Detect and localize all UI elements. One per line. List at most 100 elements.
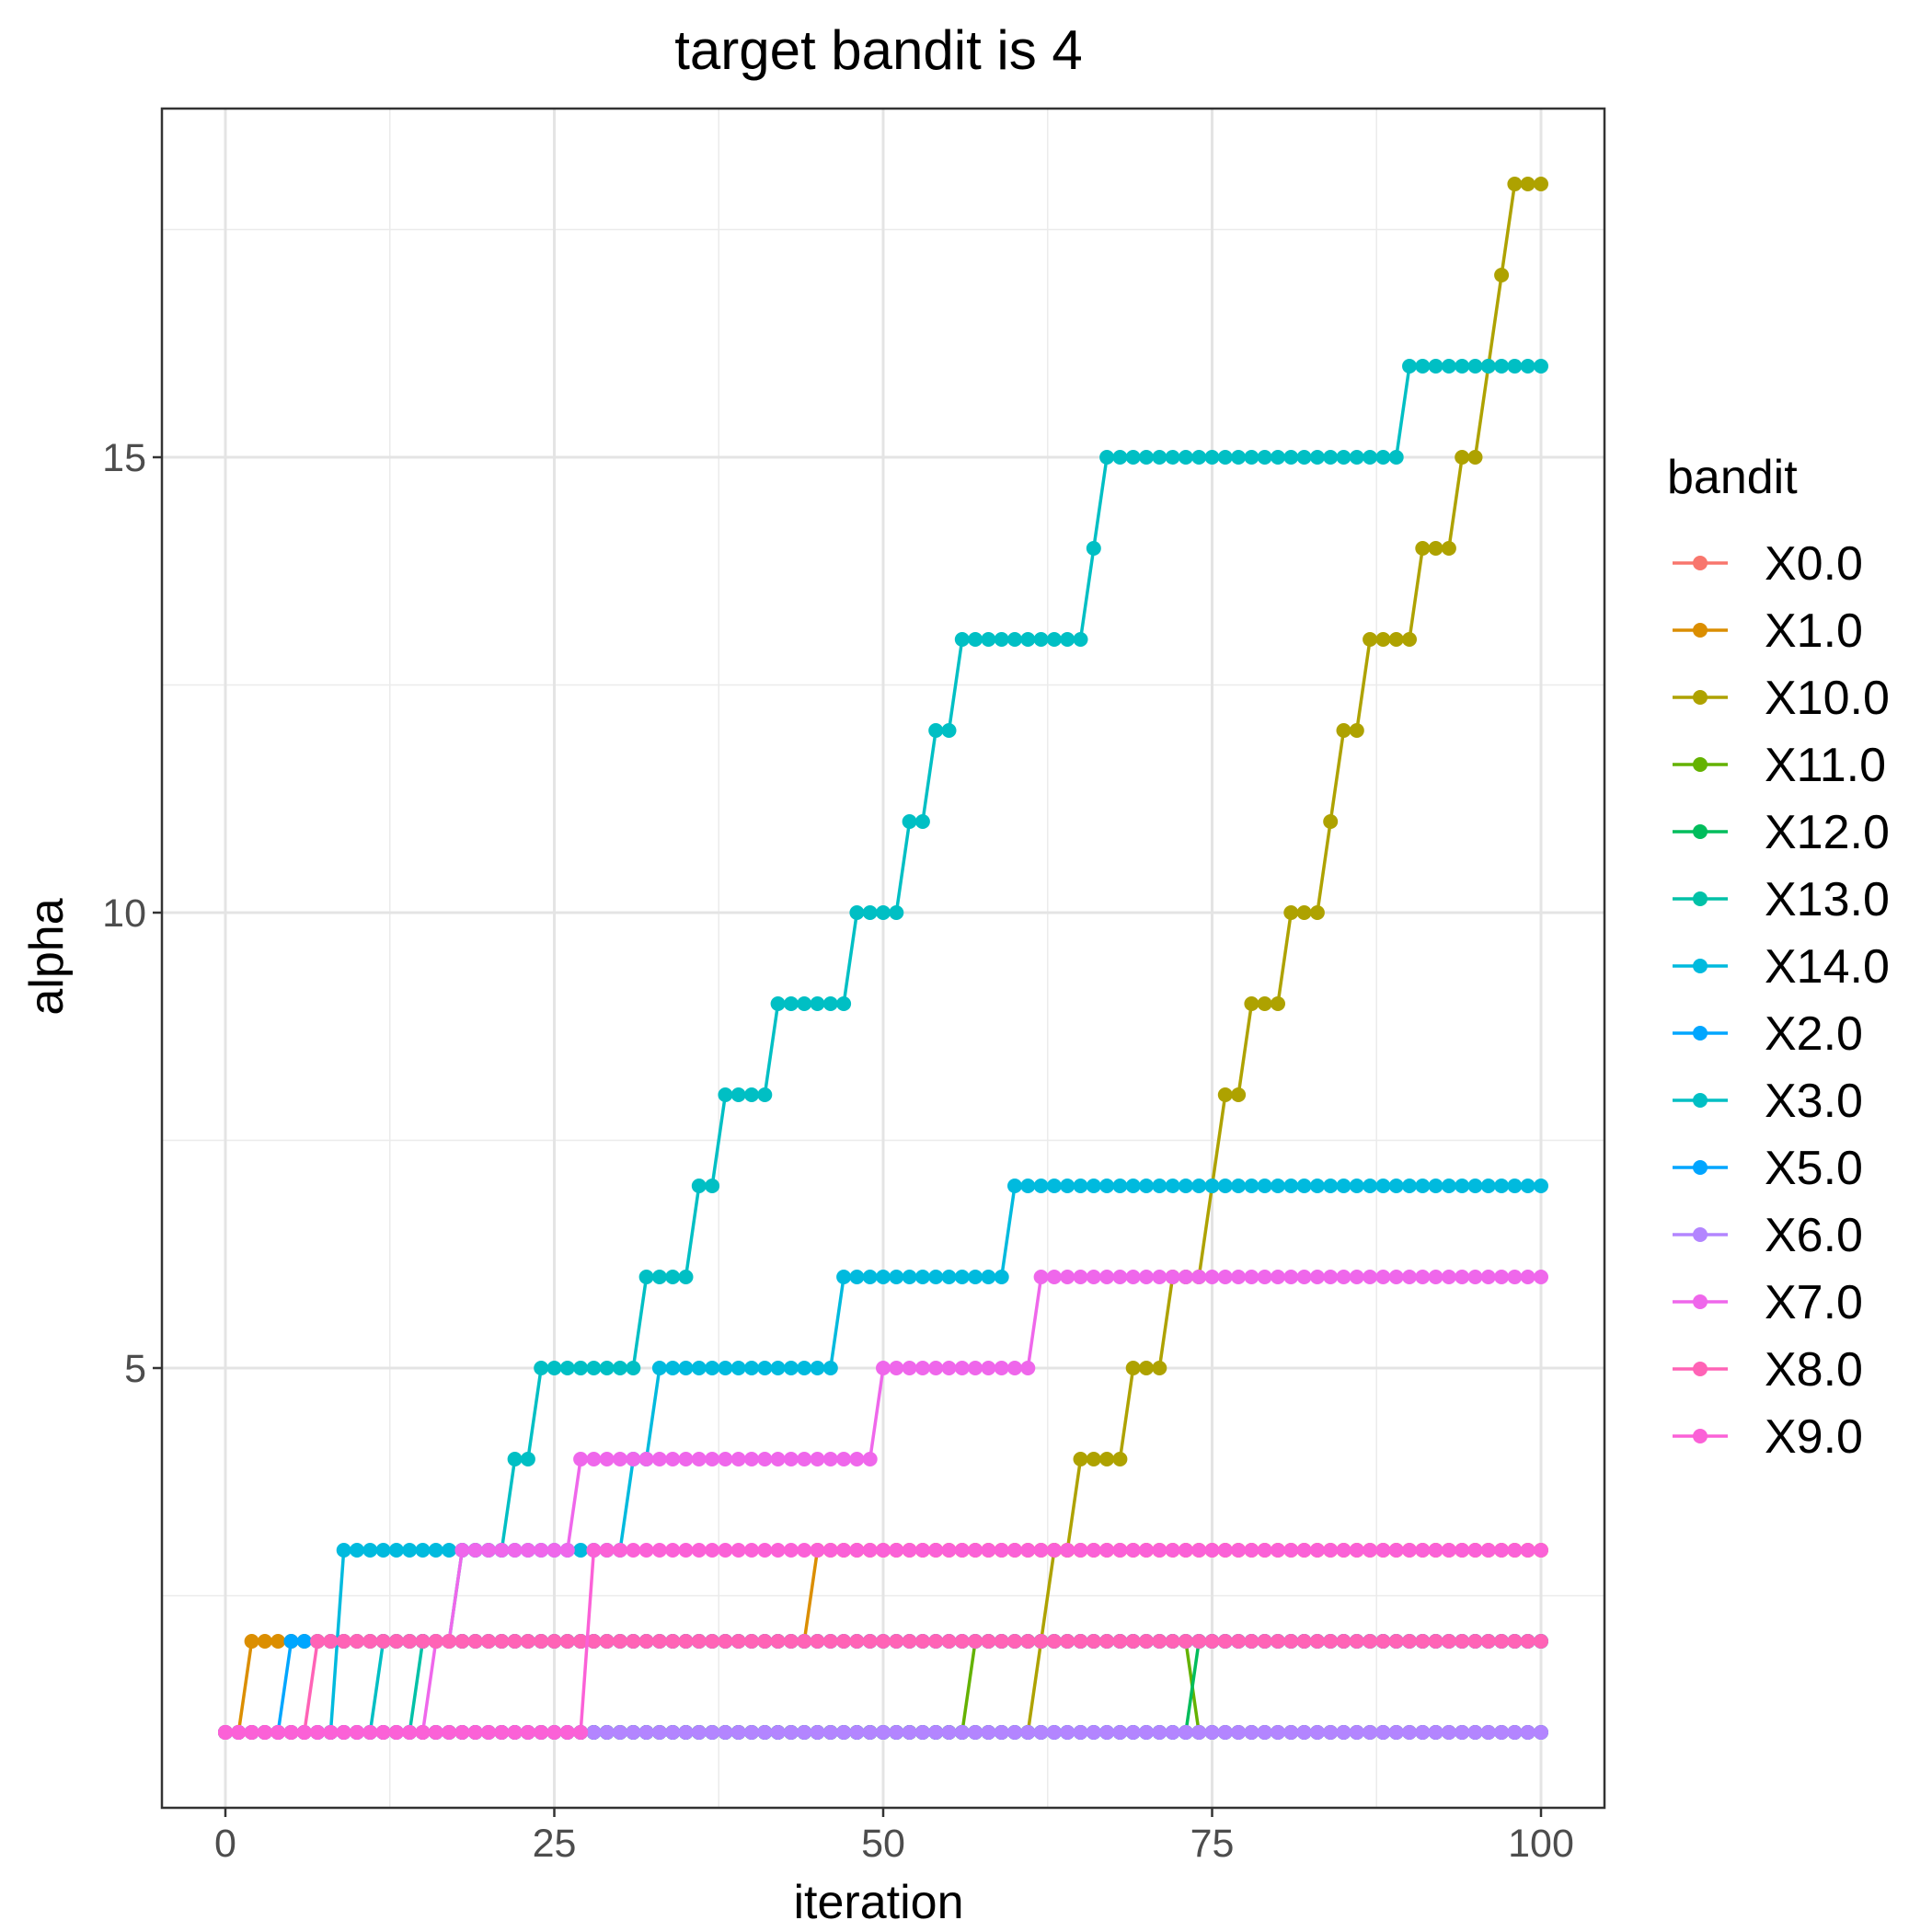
data-point <box>1363 450 1378 465</box>
data-point <box>1086 1634 1101 1649</box>
data-point <box>849 1452 865 1466</box>
data-point <box>691 1452 707 1466</box>
data-point <box>415 1634 431 1649</box>
data-point <box>1323 1543 1339 1558</box>
data-point <box>678 1361 694 1375</box>
data-point <box>626 1634 641 1649</box>
data-point <box>1231 1087 1247 1102</box>
data-point <box>1165 1634 1180 1649</box>
data-point <box>362 1634 378 1649</box>
series-X9.0 <box>218 1543 1548 1740</box>
data-point <box>481 1634 496 1649</box>
data-point <box>822 1452 838 1466</box>
data-point <box>1336 1543 1351 1558</box>
data-point <box>599 1634 615 1649</box>
data-point <box>1283 905 1299 920</box>
data-point <box>1388 1179 1404 1193</box>
data-point <box>323 1725 339 1740</box>
data-point <box>1231 1634 1247 1649</box>
data-point <box>1507 1270 1523 1284</box>
data-point <box>1152 450 1167 465</box>
data-point <box>928 1634 944 1649</box>
data-point <box>1152 1543 1167 1558</box>
data-point <box>665 1634 681 1649</box>
legend-item: X12.0 <box>1673 806 1890 859</box>
data-point <box>849 905 865 920</box>
data-point <box>783 1543 799 1558</box>
data-point <box>705 1634 720 1649</box>
data-point <box>1060 1543 1075 1558</box>
data-point <box>1244 1543 1259 1558</box>
data-point <box>375 1634 391 1649</box>
data-point <box>705 1725 720 1740</box>
data-point <box>757 1543 773 1558</box>
data-point <box>902 1634 917 1649</box>
data-point <box>1388 1725 1404 1740</box>
data-point <box>1309 1634 1325 1649</box>
data-point <box>1231 1543 1247 1558</box>
data-point <box>1309 1725 1325 1740</box>
legend-item: X2.0 <box>1673 1007 1863 1061</box>
data-point <box>1139 450 1154 465</box>
data-point <box>941 1634 957 1649</box>
y-tick-label: 5 <box>124 1347 146 1391</box>
data-point <box>626 1543 641 1558</box>
legend-label: X11.0 <box>1765 739 1886 792</box>
data-point <box>981 632 996 647</box>
data-point <box>1112 1452 1128 1466</box>
data-point <box>1494 1179 1510 1193</box>
data-point <box>1271 1270 1285 1284</box>
data-point <box>1060 1634 1075 1649</box>
data-point <box>1349 1543 1364 1558</box>
data-point <box>1494 359 1510 374</box>
data-point <box>1520 177 1535 191</box>
data-point <box>1507 177 1523 191</box>
data-point <box>1402 359 1417 374</box>
legend-label: X2.0 <box>1765 1007 1863 1061</box>
data-point <box>1428 1634 1443 1649</box>
data-point <box>1388 1634 1404 1649</box>
data-point <box>810 1452 825 1466</box>
data-point <box>1112 1543 1128 1558</box>
data-point <box>928 723 944 738</box>
data-point <box>1283 450 1299 465</box>
data-point <box>730 1087 746 1102</box>
data-point <box>797 1361 812 1375</box>
data-point <box>1441 1634 1456 1649</box>
data-point <box>876 1543 891 1558</box>
data-point <box>1099 1179 1115 1193</box>
data-point <box>757 1725 773 1740</box>
data-point <box>467 1543 483 1558</box>
data-point <box>599 1452 615 1466</box>
data-point <box>1191 1270 1207 1284</box>
data-point <box>1033 1179 1049 1193</box>
data-point <box>836 1634 852 1649</box>
data-point <box>822 1543 838 1558</box>
data-point <box>1388 450 1404 465</box>
data-point <box>1244 1634 1259 1649</box>
data-point <box>1007 632 1022 647</box>
data-point <box>613 1361 627 1375</box>
data-point <box>1467 1270 1483 1284</box>
data-point <box>1073 632 1088 647</box>
data-point <box>362 1725 378 1740</box>
data-point <box>876 905 891 920</box>
data-point <box>1231 1725 1247 1740</box>
data-point <box>1455 1725 1470 1740</box>
legend-item: X3.0 <box>1673 1075 1863 1128</box>
data-point <box>757 1087 773 1102</box>
data-point <box>1125 1634 1141 1649</box>
data-point <box>520 1543 535 1558</box>
data-point <box>968 632 983 647</box>
data-point <box>388 1634 404 1649</box>
data-point <box>257 1725 272 1740</box>
data-point <box>1441 1270 1456 1284</box>
data-point <box>1191 1725 1207 1740</box>
data-point <box>718 1725 733 1740</box>
data-point <box>1336 450 1351 465</box>
data-point <box>1099 1270 1115 1284</box>
legend-item: X0.0 <box>1673 537 1863 591</box>
data-point <box>994 1634 1009 1649</box>
data-point <box>1480 359 1496 374</box>
data-point <box>1441 1543 1456 1558</box>
